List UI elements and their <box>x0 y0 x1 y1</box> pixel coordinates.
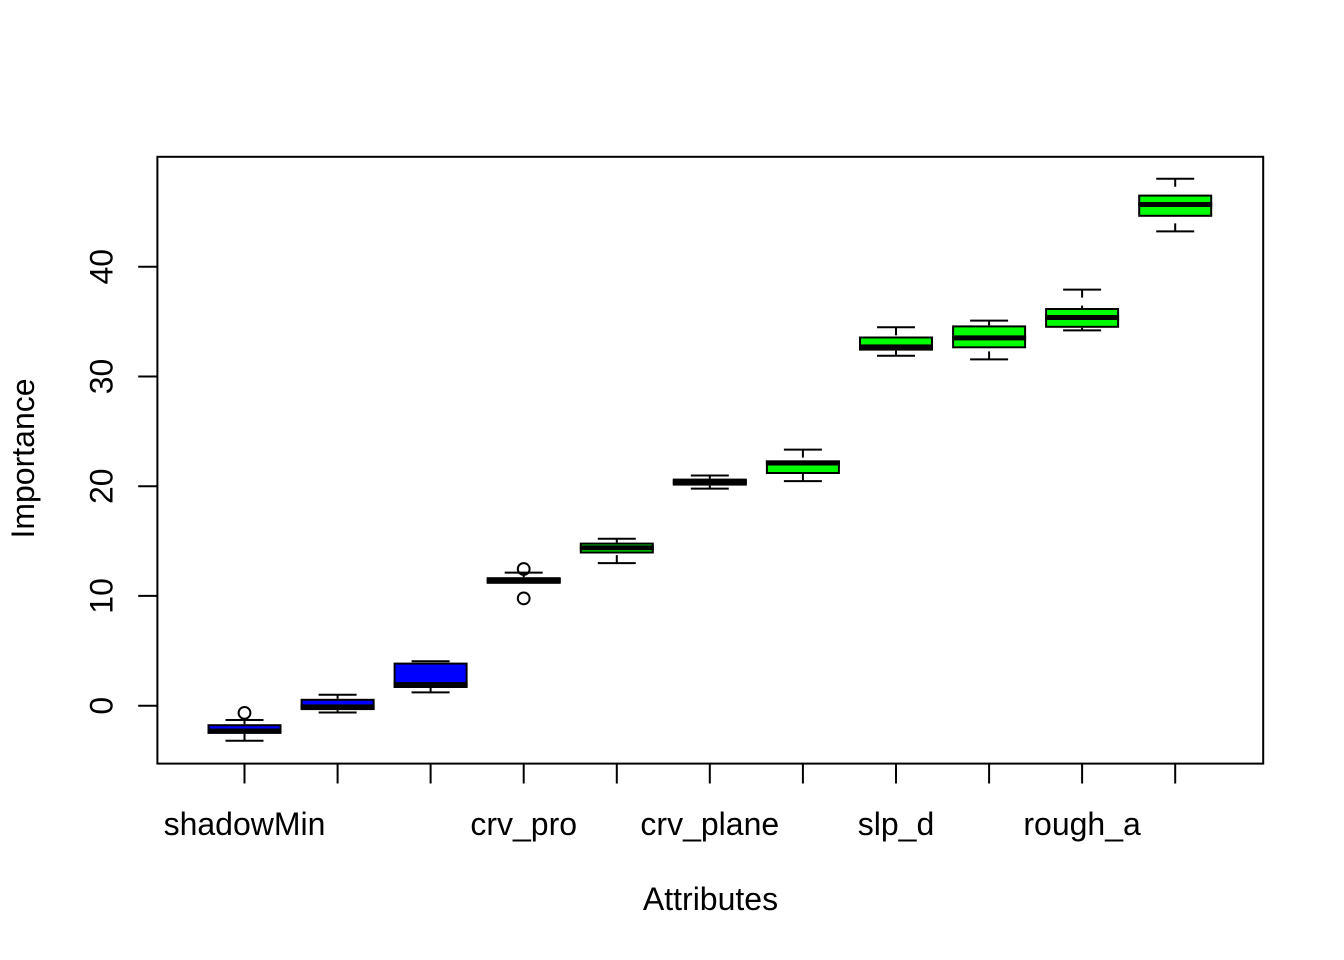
svg-text:10: 10 <box>84 578 120 614</box>
svg-text:crv_pro: crv_pro <box>470 806 577 842</box>
svg-text:30: 30 <box>84 359 120 395</box>
svg-text:0: 0 <box>84 697 120 715</box>
svg-text:Attributes: Attributes <box>643 881 778 917</box>
svg-text:40: 40 <box>84 249 120 285</box>
svg-text:crv_plane: crv_plane <box>640 806 779 842</box>
svg-text:shadowMin: shadowMin <box>164 806 326 842</box>
svg-text:rough_a: rough_a <box>1023 806 1141 842</box>
svg-text:Importance: Importance <box>5 378 41 538</box>
svg-text:20: 20 <box>84 468 120 504</box>
svg-text:slp_d: slp_d <box>858 806 935 842</box>
